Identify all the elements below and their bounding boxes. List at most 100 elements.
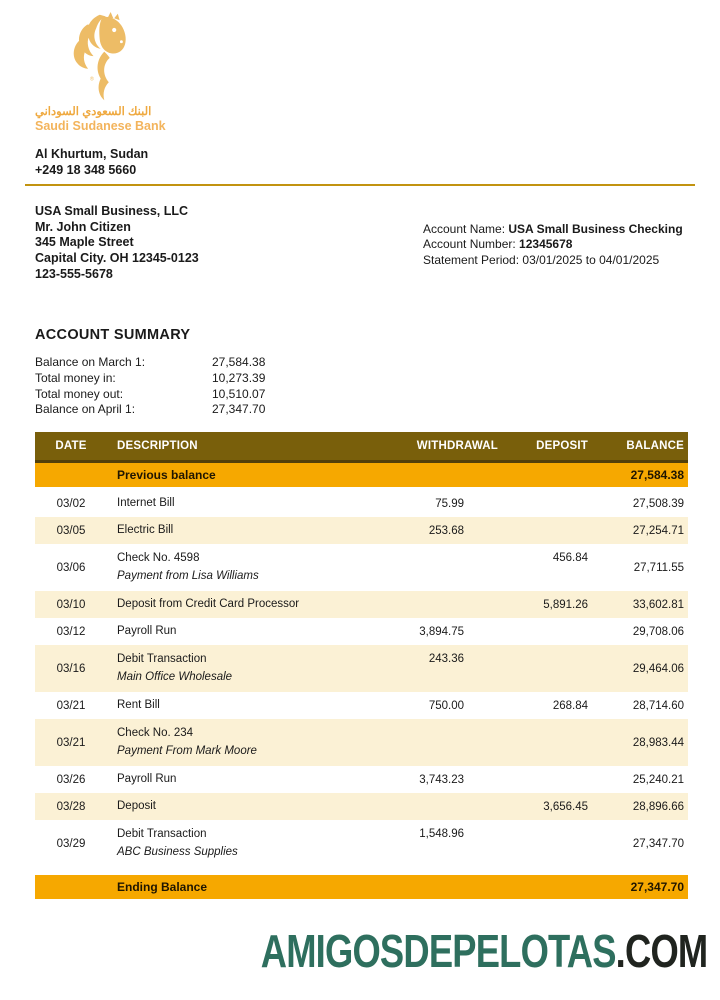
- summary-label: Total money in:: [35, 370, 116, 385]
- previous-balance-row: Previous balance 27,584.38: [35, 463, 688, 488]
- bank-name-english: Saudi Sudanese Bank: [35, 119, 166, 133]
- column-header-deposit: DEPOSIT: [536, 440, 588, 453]
- transaction-withdrawal: 750.00: [428, 699, 464, 712]
- svg-text:®: ®: [90, 75, 94, 82]
- transaction-description: Internet Bill: [107, 496, 370, 511]
- summary-value: 27,347.70: [212, 402, 266, 417]
- transaction-row: 03/12 Payroll Run 3,894.75 29,708.06: [35, 618, 688, 646]
- customer-address-line: Capital City. OH 12345-0123: [35, 251, 199, 266]
- transaction-date: 03/26: [56, 773, 86, 786]
- transaction-description: Deposit: [107, 799, 370, 814]
- transactions-table: DATE DESCRIPTION WITHDRAWAL DEPOSIT BALANCE …: [35, 432, 688, 900]
- transaction-description-main: Payroll Run: [117, 773, 177, 786]
- transaction-deposit: 456.84: [552, 552, 588, 565]
- transaction-description: Payroll Run: [107, 624, 370, 639]
- transaction-description-main: Payroll Run: [117, 625, 177, 638]
- transaction-description-main: Deposit from Credit Card Processor: [117, 598, 300, 611]
- transaction-description: Rent Bill: [107, 698, 370, 713]
- watermark-tld-text: .COM: [615, 925, 708, 977]
- ending-balance-amount: 27,347.70: [630, 880, 684, 895]
- transaction-row: 03/21 Rent Bill 750.00 268.84 28,714.60: [35, 692, 688, 720]
- transaction-description: Check No. 4598 Payment from Lisa William…: [107, 551, 370, 584]
- account-detail-line: Account Name: USA Small Business Checkin…: [423, 222, 683, 237]
- bank-address: Al Khurtum, Sudan +249 18 348 5660: [35, 147, 688, 178]
- transaction-row: 03/29 Debit Transaction ABC Business Sup…: [35, 820, 688, 868]
- transaction-withdrawal: 1,548.96: [419, 828, 464, 841]
- transaction-description-main: Debit Transaction: [117, 653, 207, 666]
- customer-address-line: 345 Maple Street: [35, 235, 134, 250]
- transaction-row: 03/05 Electric Bill 253.68 27,254.71: [35, 517, 688, 545]
- transaction-balance: 28,983.44: [632, 736, 684, 749]
- transaction-date: 03/02: [56, 497, 86, 510]
- summary-row: Total money in: 10,273.39: [35, 371, 688, 387]
- summary-row: Balance on April 1: 27,347.70: [35, 402, 688, 418]
- transaction-date: 03/21: [56, 736, 86, 749]
- previous-balance-label: Previous balance: [117, 468, 216, 483]
- transaction-description-main: Internet Bill: [117, 497, 175, 510]
- transaction-description-main: Check No. 234: [117, 727, 194, 740]
- transaction-description: Debit Transaction Main Office Wholesale: [107, 652, 370, 685]
- transaction-balance: 28,714.60: [632, 699, 684, 712]
- transaction-balance: 29,464.06: [632, 662, 684, 675]
- transaction-description: Check No. 234 Payment From Mark Moore: [107, 726, 370, 759]
- summary-label: Balance on April 1:: [35, 402, 136, 417]
- transaction-description: Electric Bill: [107, 523, 370, 538]
- transaction-date: 03/29: [56, 837, 86, 850]
- transaction-withdrawal: 253.68: [428, 524, 464, 537]
- transaction-withdrawal: 3,743.23: [419, 773, 464, 786]
- account-details-block: Account Name: USA Small Business Checkin…: [423, 222, 683, 268]
- column-header-withdrawal: WITHDRAWAL: [416, 440, 498, 453]
- transaction-deposit: 3,656.45: [543, 800, 588, 813]
- transaction-date: 03/21: [56, 699, 86, 712]
- transaction-balance: 27,508.39: [632, 497, 684, 510]
- transaction-description-note: Payment from Lisa Williams: [117, 570, 259, 583]
- transaction-description-main: Debit Transaction: [117, 828, 207, 841]
- transaction-deposit: 5,891.26: [543, 598, 588, 611]
- summary-value: 10,273.39: [212, 370, 266, 385]
- transaction-description: Debit Transaction ABC Business Supplies: [107, 827, 370, 860]
- account-summary-title: ACCOUNT SUMMARY: [35, 327, 191, 343]
- summary-label: Total money out:: [35, 386, 124, 401]
- transaction-balance: 29,708.06: [632, 625, 684, 638]
- ending-balance-row: Ending Balance 27,347.70: [35, 875, 688, 900]
- transaction-description-note: Main Office Wholesale: [117, 671, 233, 684]
- transaction-row: 03/02 Internet Bill 75.99 27,508.39: [35, 490, 688, 518]
- summary-value: 27,584.38: [212, 355, 266, 369]
- transaction-description-note: Payment From Mark Moore: [117, 745, 257, 758]
- transaction-description: Deposit from Credit Card Processor: [107, 597, 370, 612]
- transaction-balance: 27,711.55: [633, 561, 684, 574]
- transaction-date: 03/12: [56, 625, 86, 638]
- transaction-description-note: ABC Business Supplies: [117, 846, 238, 859]
- transaction-row: 03/28 Deposit 3,656.45 28,896.66: [35, 793, 688, 821]
- transaction-date: 03/05: [56, 524, 86, 537]
- transaction-date: 03/28: [56, 800, 86, 813]
- customer-address-line: Mr. John Citizen: [35, 219, 131, 234]
- account-detail-line: Statement Period: 03/01/2025 to 04/01/20…: [423, 253, 683, 268]
- bank-address-phone: +249 18 348 5660: [35, 162, 137, 177]
- summary-label: Balance on March 1:: [35, 355, 146, 369]
- transaction-row: 03/16 Debit Transaction Main Office Whol…: [35, 645, 688, 693]
- site-watermark: AMIGOSDEPELOTAS.COM: [260, 924, 707, 978]
- divider-line: [25, 184, 695, 186]
- account-detail-label: Statement Period:: [423, 252, 523, 267]
- account-summary-list: Balance on March 1: 27,584.38 Total money …: [35, 355, 688, 418]
- transaction-row: 03/10 Deposit from Credit Card Processor…: [35, 591, 688, 619]
- transaction-balance: 33,602.81: [632, 598, 684, 611]
- transaction-description-main: Electric Bill: [117, 524, 174, 537]
- transaction-description-main: Rent Bill: [117, 699, 160, 712]
- parties-section: USA Small Business, LLC Mr. John Citizen 3…: [35, 204, 688, 299]
- transaction-balance: 28,896.66: [632, 800, 684, 813]
- account-detail-label: Account Name:: [423, 222, 509, 236]
- account-detail-line: Account Number: 12345678: [423, 237, 683, 252]
- transaction-description-main: Deposit: [117, 800, 156, 813]
- transaction-row: 03/06 Check No. 4598 Payment from Lisa W…: [35, 544, 688, 592]
- column-header-description: DESCRIPTION: [117, 440, 198, 453]
- customer-address-block: USA Small Business, LLC Mr. John Citizen 3…: [35, 204, 688, 283]
- transaction-row: 03/26 Payroll Run 3,743.23 25,240.21: [35, 766, 688, 794]
- customer-address-line: USA Small Business, LLC: [35, 204, 189, 218]
- transaction-date: 03/16: [56, 662, 86, 675]
- transaction-description: Payroll Run: [107, 772, 370, 787]
- transaction-description-main: Check No. 4598: [117, 552, 200, 565]
- transaction-balance: 25,240.21: [632, 773, 684, 786]
